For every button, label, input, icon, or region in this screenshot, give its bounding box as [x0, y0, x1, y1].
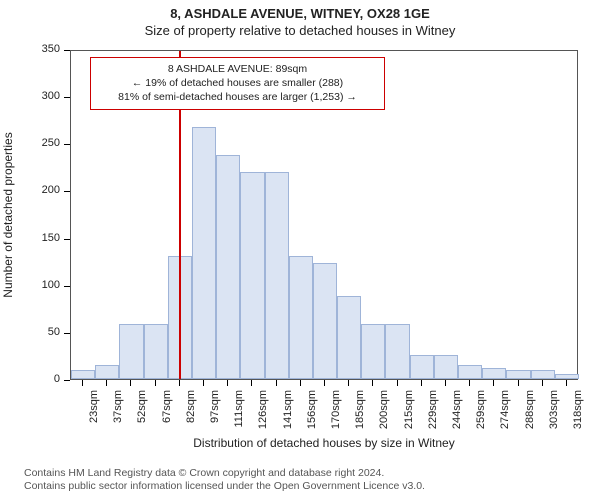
xtick-label: 303sqm: [548, 390, 560, 436]
histogram-bar: [192, 127, 216, 379]
xtick-label: 37sqm: [112, 390, 124, 436]
xtick-label: 244sqm: [451, 390, 463, 436]
histogram-bar: [265, 172, 289, 379]
x-axis-label: Distribution of detached houses by size …: [124, 436, 524, 450]
xtick-label: 111sqm: [233, 390, 245, 436]
xtick-mark: [493, 380, 494, 386]
xtick-mark: [300, 380, 301, 386]
xtick-label: 126sqm: [257, 390, 269, 436]
xtick-label: 170sqm: [330, 390, 342, 436]
xtick-label: 318sqm: [572, 390, 584, 436]
histogram-bar: [434, 355, 458, 379]
histogram-bar: [385, 324, 409, 379]
xtick-label: 67sqm: [161, 390, 173, 436]
histogram-bar: [337, 296, 361, 379]
xtick-mark: [179, 380, 180, 386]
ytick-label: 50: [30, 326, 60, 338]
ytick-label: 0: [30, 373, 60, 385]
xtick-label: 82sqm: [185, 390, 197, 436]
histogram-bar: [240, 172, 264, 379]
xtick-mark: [542, 380, 543, 386]
footer-attribution: Contains HM Land Registry data © Crown c…: [24, 467, 425, 494]
ytick-mark: [64, 144, 70, 145]
histogram-bar: [71, 370, 95, 379]
xtick-label: 185sqm: [354, 390, 366, 436]
ytick-mark: [64, 286, 70, 287]
histogram-bar: [482, 368, 506, 379]
xtick-label: 288sqm: [524, 390, 536, 436]
xtick-label: 23sqm: [88, 390, 100, 436]
ytick-mark: [64, 191, 70, 192]
xtick-label: 229sqm: [427, 390, 439, 436]
ytick-mark: [64, 97, 70, 98]
xtick-label: 259sqm: [475, 390, 487, 436]
footer-line-1: Contains HM Land Registry data © Crown c…: [24, 467, 425, 481]
xtick-label: 141sqm: [282, 390, 294, 436]
xtick-label: 52sqm: [136, 390, 148, 436]
annotation-box: 8 ASHDALE AVENUE: 89sqm ← 19% of detache…: [90, 57, 385, 110]
xtick-mark: [276, 380, 277, 386]
histogram-bar: [144, 324, 168, 379]
xtick-mark: [324, 380, 325, 386]
ytick-mark: [64, 380, 70, 381]
xtick-mark: [130, 380, 131, 386]
xtick-label: 97sqm: [209, 390, 221, 436]
histogram-bar: [506, 370, 530, 379]
histogram-bar: [216, 155, 240, 379]
ytick-label: 200: [30, 184, 60, 196]
xtick-mark: [421, 380, 422, 386]
ytick-label: 100: [30, 279, 60, 291]
histogram-bar: [289, 256, 313, 379]
xtick-mark: [397, 380, 398, 386]
xtick-mark: [372, 380, 373, 386]
xtick-label: 274sqm: [499, 390, 511, 436]
ytick-label: 250: [30, 137, 60, 149]
annotation-line-3: 81% of semi-detached houses are larger (…: [99, 90, 376, 104]
xtick-mark: [469, 380, 470, 386]
xtick-label: 200sqm: [378, 390, 390, 436]
xtick-mark: [348, 380, 349, 386]
ytick-label: 350: [30, 43, 60, 55]
histogram-bar: [458, 365, 482, 379]
histogram-bar: [410, 355, 434, 379]
xtick-mark: [518, 380, 519, 386]
histogram-bar: [555, 374, 579, 379]
xtick-mark: [566, 380, 567, 386]
xtick-label: 156sqm: [306, 390, 318, 436]
annotation-line-1: 8 ASHDALE AVENUE: 89sqm: [99, 62, 376, 76]
ytick-label: 150: [30, 232, 60, 244]
histogram-bar: [95, 365, 119, 379]
histogram-bar: [531, 370, 555, 379]
ytick-label: 300: [30, 90, 60, 102]
ytick-mark: [64, 239, 70, 240]
footer-line-2: Contains public sector information licen…: [24, 480, 425, 494]
xtick-mark: [82, 380, 83, 386]
xtick-mark: [106, 380, 107, 386]
histogram-bar: [119, 324, 143, 379]
ytick-mark: [64, 50, 70, 51]
histogram-bar: [313, 263, 337, 379]
y-axis-label: Number of detached properties: [1, 132, 15, 297]
xtick-mark: [227, 380, 228, 386]
xtick-mark: [155, 380, 156, 386]
xtick-mark: [445, 380, 446, 386]
xtick-mark: [203, 380, 204, 386]
ytick-mark: [64, 333, 70, 334]
xtick-label: 215sqm: [403, 390, 415, 436]
annotation-line-2: ← 19% of detached houses are smaller (28…: [99, 76, 376, 90]
histogram-bar: [361, 324, 385, 379]
xtick-mark: [251, 380, 252, 386]
